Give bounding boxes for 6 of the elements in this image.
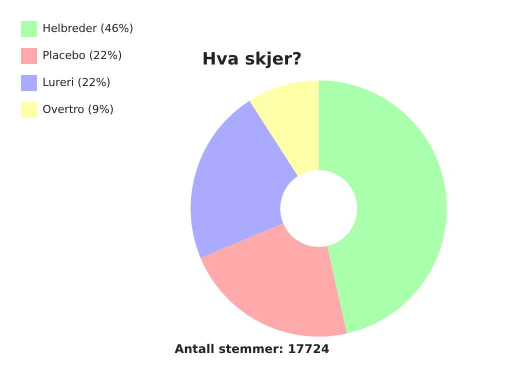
legend-label: Helbreder (46%) <box>42 22 134 35</box>
legend-label: Overtro (9%) <box>42 102 114 116</box>
legend-label: Placebo (22%) <box>42 48 122 62</box>
text: Antall stemmer: 17724 <box>174 342 330 356</box>
legend-label: Lureri (22%) <box>42 76 111 89</box>
text: Hva skjer? <box>202 50 302 70</box>
